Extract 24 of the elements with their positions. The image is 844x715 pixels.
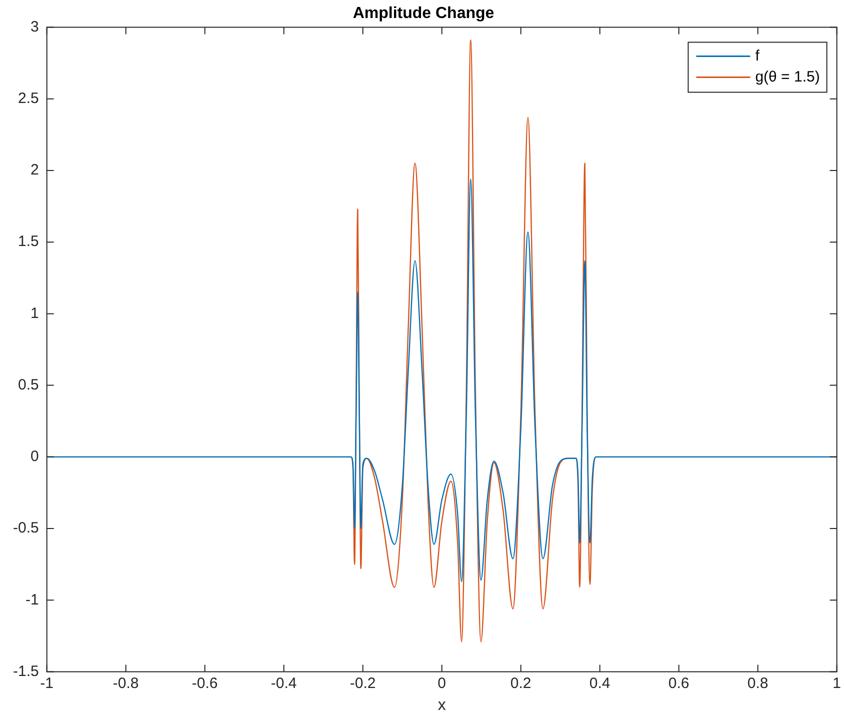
x-tick-label: -0.8	[112, 674, 139, 692]
y-tick-label: 3	[30, 18, 39, 36]
y-tick-label: -1	[26, 591, 39, 608]
y-tick-label: 1	[30, 304, 39, 322]
y-tick-label: 1.5	[18, 233, 39, 250]
x-tick-label: 0	[438, 674, 446, 692]
x-tick-label: -0.6	[192, 674, 218, 692]
x-tick-label: 0.6	[668, 674, 690, 692]
x-tick-label: 0.2	[510, 674, 532, 692]
y-tick-label: -0.5	[12, 520, 39, 537]
legend-label: f	[755, 47, 760, 64]
y-tick-label: 2	[30, 162, 39, 179]
x-tick-label: 0.4	[589, 674, 610, 692]
x-tick-label: 1	[832, 674, 841, 692]
y-tick-label: -1.5	[12, 662, 39, 680]
x-tick-label: -0.2	[350, 674, 376, 692]
x-tick-label: 0.8	[747, 674, 768, 692]
legend-label: g(θ = 1.5)	[755, 68, 820, 86]
y-tick-label: 0	[30, 448, 39, 466]
x-axis-title: x	[438, 696, 446, 714]
chart-title: Amplitude Change	[352, 5, 494, 22]
y-tick-label: 0.5	[18, 376, 39, 394]
x-tick-label: -0.4	[270, 674, 297, 692]
y-tick-label: 2.5	[18, 90, 39, 107]
